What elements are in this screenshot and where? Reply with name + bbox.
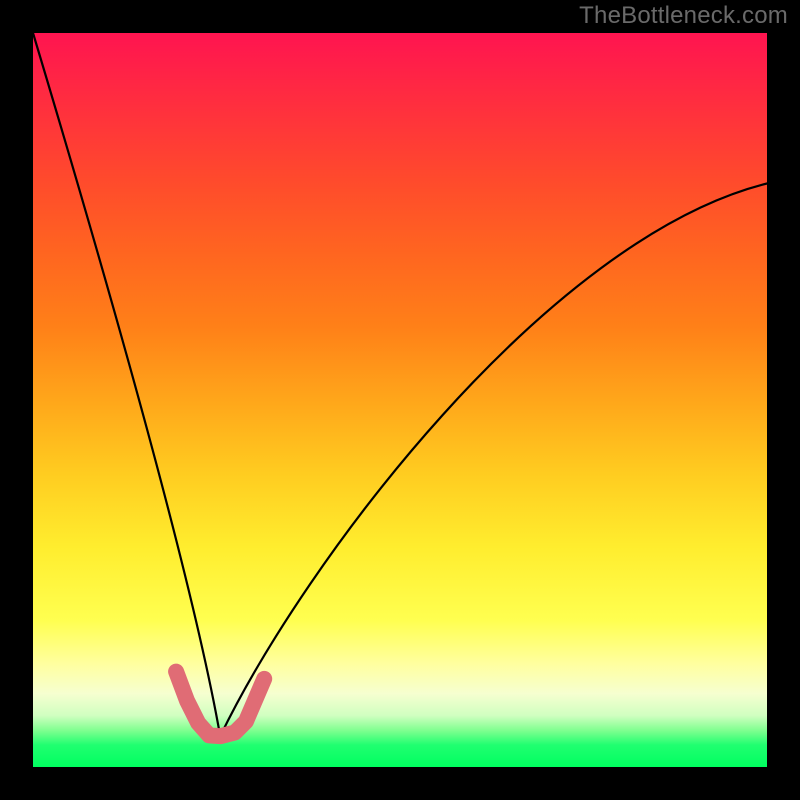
plot-background	[33, 33, 767, 767]
watermark-text: TheBottleneck.com	[579, 2, 788, 30]
bottleneck-chart	[0, 0, 800, 800]
stage: TheBottleneck.com	[0, 0, 800, 800]
